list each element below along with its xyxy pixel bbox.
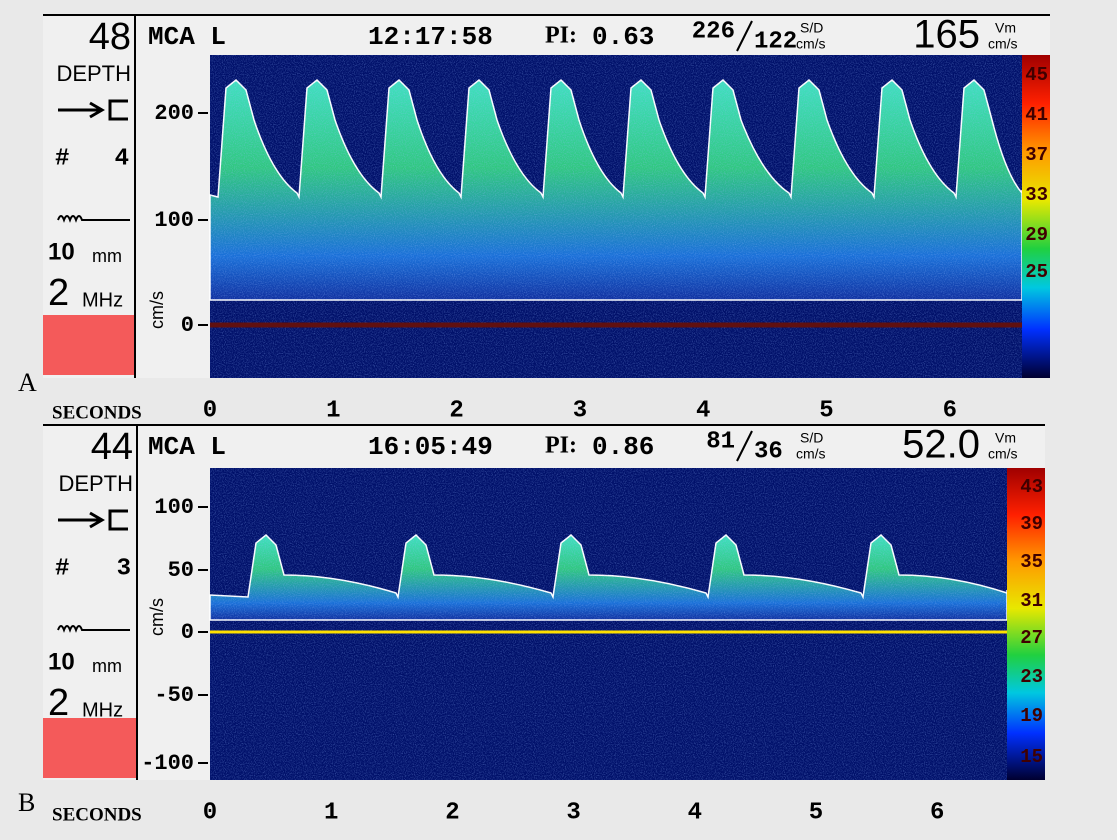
panel-label: B	[18, 788, 35, 817]
x-tick-label: 1	[324, 799, 338, 826]
sample: 10	[48, 238, 75, 265]
colorbar-label: 39	[1020, 513, 1043, 535]
gate-label: #	[55, 555, 69, 582]
sd-unit: cm/s	[796, 36, 826, 52]
gate-label: #	[55, 145, 69, 172]
speckle	[210, 468, 1007, 780]
frequency-unit: MHz	[82, 699, 123, 721]
mean: 52.0	[902, 423, 980, 467]
pi: 0.63	[592, 22, 654, 52]
x-label: SECONDS	[52, 402, 142, 423]
diastolic: 122	[754, 28, 797, 55]
slash	[736, 430, 753, 462]
colorbar-label: 25	[1025, 261, 1048, 283]
sample: 10	[48, 648, 75, 675]
sample-icon	[57, 625, 130, 633]
y-tick-label: -50	[154, 683, 194, 708]
systolic: 226	[692, 18, 735, 45]
speckle	[210, 55, 1022, 378]
x-label: SECONDS	[52, 804, 142, 825]
y-tick-label: 100	[154, 495, 194, 520]
y-tick-label: 0	[181, 313, 194, 338]
gate: 3	[117, 555, 131, 582]
colorbar-label: 27	[1020, 627, 1043, 649]
depth: 44	[91, 426, 133, 468]
colorbar-label: 23	[1020, 666, 1043, 688]
vessel: MCA L	[148, 22, 226, 52]
y-unit: cm/s	[147, 598, 167, 636]
frequency: 2	[48, 682, 69, 724]
probe-icon	[58, 99, 128, 121]
x-tick-label: 5	[809, 799, 823, 826]
gate: 4	[115, 145, 129, 172]
x-tick-label: 3	[566, 799, 580, 826]
diastolic: 36	[754, 438, 783, 465]
depth-label: DEPTH	[56, 61, 131, 86]
y-tick-label: 200	[154, 101, 194, 126]
status-block	[43, 718, 136, 778]
y-tick-label: 50	[168, 558, 194, 583]
colorbar	[1007, 468, 1045, 780]
x-tick-label: 4	[688, 799, 702, 826]
x-tick-label: 5	[819, 397, 833, 424]
sd-unit: cm/s	[796, 446, 826, 462]
vm-unit: cm/s	[988, 36, 1018, 52]
vm-label: Vm	[995, 20, 1016, 36]
colorbar-label: 29	[1025, 224, 1048, 246]
time: 16:05:49	[368, 432, 493, 462]
systolic: 81	[706, 428, 735, 455]
depth: 48	[89, 16, 131, 58]
mean: 165	[913, 13, 980, 57]
colorbar-label: 43	[1020, 476, 1043, 498]
x-tick-label: 4	[696, 397, 710, 424]
x-tick-label: 0	[203, 397, 217, 424]
colorbar-label: 37	[1025, 144, 1048, 166]
x-tick-label: 2	[445, 799, 459, 826]
sd-label: S/D	[800, 430, 823, 446]
colorbar-label: 35	[1020, 551, 1043, 573]
y-unit: cm/s	[147, 291, 167, 329]
sd-label: S/D	[800, 20, 823, 36]
colorbar-label: 45	[1025, 64, 1048, 86]
sample-unit: mm	[92, 656, 122, 676]
vm-label: Vm	[995, 430, 1016, 446]
panel-label: A	[18, 368, 37, 397]
sample-unit: mm	[92, 246, 122, 266]
x-tick-label: 0	[203, 799, 217, 826]
x-tick-label: 6	[930, 799, 944, 826]
colorbar-label: 19	[1020, 705, 1043, 727]
frequency-unit: MHz	[82, 289, 123, 311]
colorbar-label: 41	[1025, 104, 1048, 126]
pi-label: PI:	[545, 433, 577, 459]
pi: 0.86	[592, 432, 654, 462]
colorbar-label: 15	[1020, 746, 1043, 768]
colorbar-label: 31	[1020, 590, 1043, 612]
y-tick-label: -100	[141, 751, 194, 776]
slash	[736, 20, 753, 52]
probe-icon	[58, 509, 128, 531]
vessel: MCA L	[148, 432, 226, 462]
pi-label: PI:	[545, 23, 577, 49]
frequency: 2	[48, 272, 69, 314]
colorbar	[1022, 55, 1050, 378]
depth-label: DEPTH	[58, 471, 133, 496]
x-tick-label: 2	[449, 397, 463, 424]
sample-icon	[57, 215, 130, 223]
x-tick-label: 6	[943, 397, 957, 424]
x-tick-label: 1	[326, 397, 340, 424]
x-tick-label: 3	[573, 397, 587, 424]
y-tick-label: 100	[154, 208, 194, 233]
status-block	[43, 315, 134, 375]
colorbar-label: 33	[1025, 184, 1048, 206]
vm-unit: cm/s	[988, 446, 1018, 462]
y-tick-label: 0	[181, 620, 194, 645]
time: 12:17:58	[368, 22, 493, 52]
